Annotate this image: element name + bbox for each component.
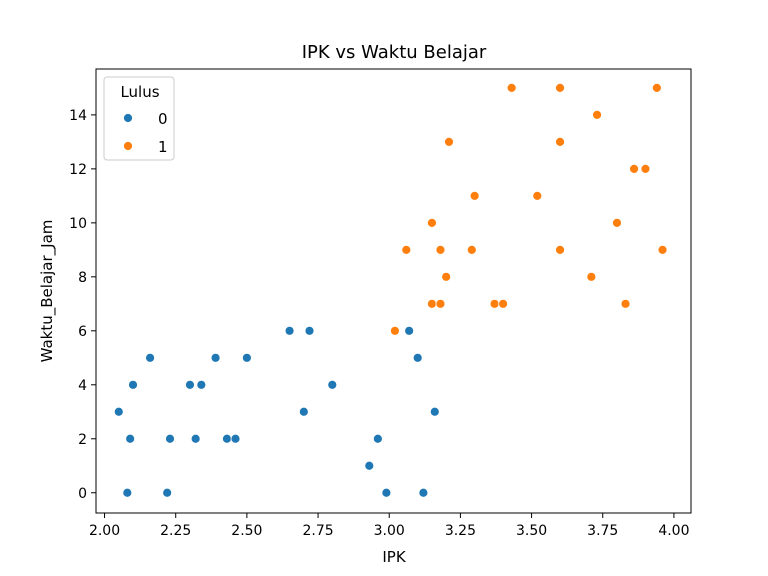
y-tick-label: 12 — [69, 162, 87, 178]
data-point-series-1 — [532, 190, 543, 201]
y-axis: 0 2 4 6 8 10 12 14 — [69, 108, 96, 502]
y-tick-label: 4 — [78, 378, 87, 394]
x-tick-label: 3.50 — [516, 523, 547, 539]
data-point-series-1 — [489, 298, 500, 309]
plot-area — [95, 68, 692, 514]
data-point-series-1 — [586, 271, 597, 282]
data-point-series-0 — [298, 406, 309, 417]
data-points — [113, 82, 668, 498]
data-point-series-0 — [145, 352, 155, 363]
x-tick-label: 4.00 — [658, 523, 689, 539]
data-point-series-1 — [390, 325, 400, 336]
x-tick-label: 3.00 — [374, 523, 405, 539]
data-point-series-1 — [592, 109, 602, 120]
data-point-series-1 — [435, 244, 446, 255]
data-point-series-1 — [555, 244, 565, 255]
y-tick-label: 2 — [78, 432, 87, 448]
data-point-series-1 — [441, 271, 452, 282]
data-point-series-0 — [113, 406, 124, 417]
data-point-series-0 — [165, 433, 175, 444]
y-tick-label: 0 — [78, 486, 87, 502]
data-point-series-1 — [498, 298, 509, 309]
data-point-series-0 — [404, 325, 415, 336]
legend: Lulus 0 1 — [103, 76, 175, 161]
data-point-series-1 — [629, 163, 639, 174]
data-point-series-1 — [506, 82, 517, 93]
chart-title: IPK vs Waktu Belajar — [302, 42, 487, 63]
legend-label-0: 0 — [158, 110, 168, 128]
data-point-series-1 — [657, 244, 668, 255]
data-point-series-0 — [210, 352, 221, 363]
x-tick-label: 3.75 — [587, 523, 618, 539]
data-point-series-1 — [427, 298, 437, 309]
x-tick-label: 2.00 — [89, 523, 120, 539]
data-point-series-0 — [429, 406, 440, 417]
legend-marker-0 — [123, 113, 133, 123]
x-tick-label: 2.50 — [231, 523, 262, 539]
data-point-series-1 — [555, 82, 565, 93]
legend-box — [103, 76, 175, 161]
data-point-series-0 — [196, 379, 207, 390]
data-point-series-0 — [162, 487, 173, 498]
data-point-series-1 — [401, 244, 412, 255]
x-tick-label: 2.75 — [302, 523, 333, 539]
data-point-series-1 — [555, 136, 565, 147]
data-point-series-0 — [304, 325, 315, 336]
data-point-series-1 — [469, 190, 480, 201]
data-point-series-1 — [435, 298, 446, 309]
data-point-series-0 — [128, 379, 138, 390]
data-point-series-0 — [412, 352, 423, 363]
data-point-series-0 — [125, 433, 136, 444]
data-point-series-0 — [190, 433, 201, 444]
data-point-series-1 — [640, 163, 651, 174]
data-point-series-0 — [185, 379, 195, 390]
data-point-series-1 — [444, 136, 454, 147]
data-point-series-0 — [381, 487, 392, 498]
data-point-series-0 — [372, 433, 383, 444]
y-tick-label: 6 — [78, 324, 87, 340]
y-tick-label: 14 — [69, 108, 87, 124]
y-tick-label: 8 — [78, 270, 87, 286]
data-point-series-0 — [122, 487, 133, 498]
data-point-series-0 — [230, 433, 241, 444]
data-point-series-1 — [427, 217, 437, 228]
data-point-series-0 — [327, 379, 338, 390]
x-axis: 2.00 2.25 2.50 2.75 3.00 3.25 3.50 3.75 4.00 — [89, 513, 690, 539]
x-tick-label: 3.25 — [445, 523, 476, 539]
data-point-series-0 — [222, 433, 232, 444]
x-tick-label: 2.25 — [160, 523, 191, 539]
data-point-series-0 — [364, 460, 375, 471]
legend-marker-1 — [123, 141, 133, 151]
data-point-series-1 — [651, 82, 662, 93]
data-point-series-1 — [620, 298, 631, 309]
data-point-series-1 — [466, 244, 477, 255]
data-point-series-0 — [284, 325, 295, 336]
data-point-series-0 — [418, 487, 429, 498]
legend-title: Lulus — [120, 83, 159, 101]
x-axis-label: IPK — [382, 548, 406, 566]
y-axis-label: Waktu_Belajar_Jam — [38, 220, 57, 363]
legend-label-1: 1 — [158, 138, 168, 156]
data-point-series-0 — [241, 352, 252, 363]
y-tick-label: 10 — [69, 216, 87, 232]
data-point-series-1 — [612, 217, 622, 228]
